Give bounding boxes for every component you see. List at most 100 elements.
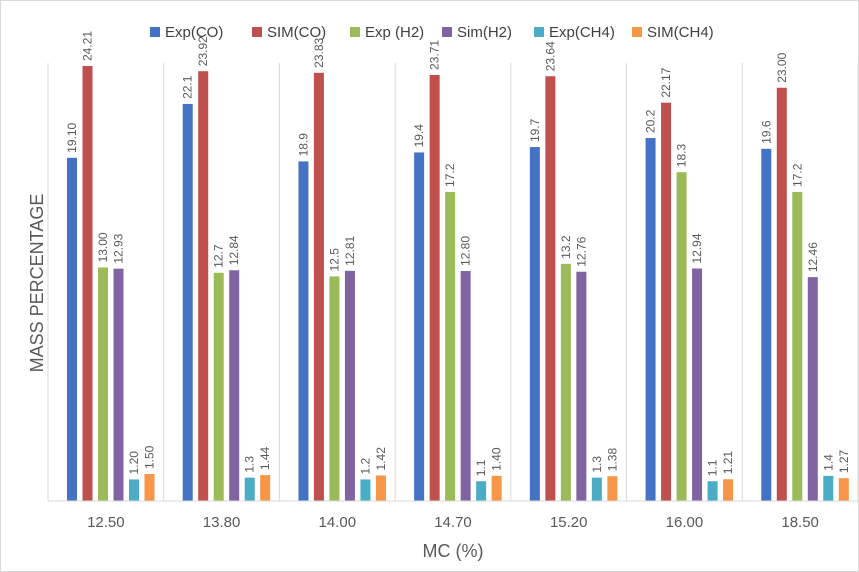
legend-item: SIM(CO) <box>252 24 326 41</box>
legend-label: Sim(H2) <box>457 24 512 41</box>
bar-sim-h2-14-00 <box>344 270 355 501</box>
data-label: 1.3 <box>243 456 257 473</box>
bar-exp-co-12-50 <box>67 157 77 501</box>
legend-item: SIM(CH4) <box>632 24 714 41</box>
bar-exp-co-18-50 <box>761 148 772 501</box>
data-label: 1.27 <box>837 449 851 473</box>
data-label: 12.94 <box>690 233 704 263</box>
legend-swatch <box>534 27 544 37</box>
data-label: 1.44 <box>258 446 272 470</box>
bar-exp-h2-16-00 <box>676 172 687 502</box>
data-label: 12.5 <box>327 248 341 272</box>
data-label: 1.21 <box>721 451 735 475</box>
legend-label: Exp(CO) <box>165 24 223 41</box>
legend-swatch <box>252 27 262 37</box>
bar-sim-h2-15-20 <box>576 271 587 501</box>
data-label: 18.3 <box>675 144 689 168</box>
data-label: 23.83 <box>312 37 326 67</box>
bar-sim-ch4-16-00 <box>723 479 734 501</box>
x-tick-label: 16.00 <box>666 514 704 531</box>
bar-sim-ch4-14-70 <box>491 475 502 501</box>
bar-exp-co-16-00 <box>645 138 656 501</box>
legend-item: Exp (H2) <box>350 24 424 41</box>
bar-sim-co-14-70 <box>429 74 440 502</box>
data-label: 23.00 <box>775 52 789 82</box>
bar-sim-h2-18-50 <box>807 277 818 501</box>
bar-exp-ch4-15-20 <box>591 477 602 501</box>
data-label: 1.2 <box>358 457 372 474</box>
data-label: 12.84 <box>227 235 241 265</box>
data-label: 1.50 <box>143 445 157 469</box>
legend-item: Exp(CO) <box>150 24 223 41</box>
data-label: 1.1 <box>706 459 720 476</box>
legend-swatch <box>350 27 360 37</box>
x-tick-labels: 12.50 13.80 14.00 14.70 15.20 16.00 18.50 <box>87 514 819 531</box>
bar-sim-h2-14-70 <box>460 271 471 501</box>
bar-exp-h2-12-50 <box>98 267 108 501</box>
data-label: 22.1 <box>181 75 195 99</box>
data-label: 1.40 <box>490 447 504 471</box>
data-label: 1.38 <box>605 448 619 472</box>
bar-sim-h2-12-50 <box>113 268 124 501</box>
x-tick-label: 12.50 <box>87 514 125 531</box>
bar-exp-ch4-14-70 <box>476 481 487 501</box>
data-label: 23.64 <box>543 41 557 71</box>
legend-label: Exp(CH4) <box>549 24 615 41</box>
bar-sim-ch4-18-50 <box>838 478 849 501</box>
data-label: 1.1 <box>474 459 488 476</box>
data-label: 12.7 <box>212 244 226 268</box>
bar-exp-ch4-12-50 <box>129 479 139 501</box>
data-label: 17.2 <box>790 163 804 187</box>
legend-swatch <box>632 27 642 37</box>
data-label: 19.6 <box>759 120 773 144</box>
bar-sim-co-12-50 <box>82 66 93 501</box>
legend-item: Exp(CH4) <box>534 24 615 41</box>
data-label: 23.92 <box>196 36 210 66</box>
data-labels: 19.10 22.1 18.9 19.4 19.7 20.2 19.6 24.21 23.92 2… <box>65 31 851 477</box>
data-label: 12.76 <box>574 236 588 266</box>
data-label: 12.46 <box>806 242 820 272</box>
x-tick-label: 14.00 <box>319 514 357 531</box>
legend-swatch <box>150 27 160 37</box>
legend-label: Exp (H2) <box>365 24 424 41</box>
bar-exp-h2-14-70 <box>445 191 456 501</box>
bar-exp-h2-13-80 <box>213 272 224 501</box>
data-label: 22.17 <box>659 67 673 97</box>
bar-exp-h2-18-50 <box>792 191 803 501</box>
data-label: 1.42 <box>374 447 388 471</box>
bar-sim-co-16-00 <box>661 102 672 502</box>
data-label: 13.00 <box>96 232 110 262</box>
bar-sim-h2-16-00 <box>692 268 703 501</box>
bar-sim-co-15-20 <box>545 76 556 501</box>
bar-exp-ch4-14-00 <box>360 479 371 501</box>
data-label: 12.93 <box>112 233 126 263</box>
bar-sim-co-18-50 <box>776 87 787 501</box>
bar-exp-ch4-13-80 <box>244 477 255 501</box>
data-label: 20.2 <box>644 109 658 133</box>
bars <box>67 66 849 502</box>
bar-sim-ch4-13-80 <box>260 475 271 501</box>
bar-exp-co-15-20 <box>529 147 540 501</box>
data-label: 1.3 <box>590 456 604 473</box>
bar-exp-ch4-18-50 <box>823 475 834 501</box>
data-label: 12.80 <box>459 236 473 266</box>
y-axis-title: MASS PERCENTAGE <box>27 194 47 373</box>
data-label: 24.21 <box>81 31 95 61</box>
bar-sim-ch4-12-50 <box>144 474 155 501</box>
x-tick-label: 14.70 <box>434 514 472 531</box>
bar-exp-h2-14-00 <box>329 276 340 501</box>
data-label: 19.10 <box>65 122 79 152</box>
x-axis-title: MC (%) <box>423 541 484 561</box>
bar-exp-co-13-80 <box>182 103 193 501</box>
bar-sim-ch4-14-00 <box>375 475 386 501</box>
data-label: 19.4 <box>412 124 426 148</box>
data-label: 17.2 <box>443 163 457 187</box>
legend-label: SIM(CH4) <box>647 24 714 41</box>
data-label: 19.7 <box>528 118 542 142</box>
legend-swatch <box>442 27 452 37</box>
bar-sim-co-14-00 <box>313 72 324 501</box>
data-label: 23.71 <box>428 40 442 70</box>
bar-sim-co-13-80 <box>198 71 209 501</box>
